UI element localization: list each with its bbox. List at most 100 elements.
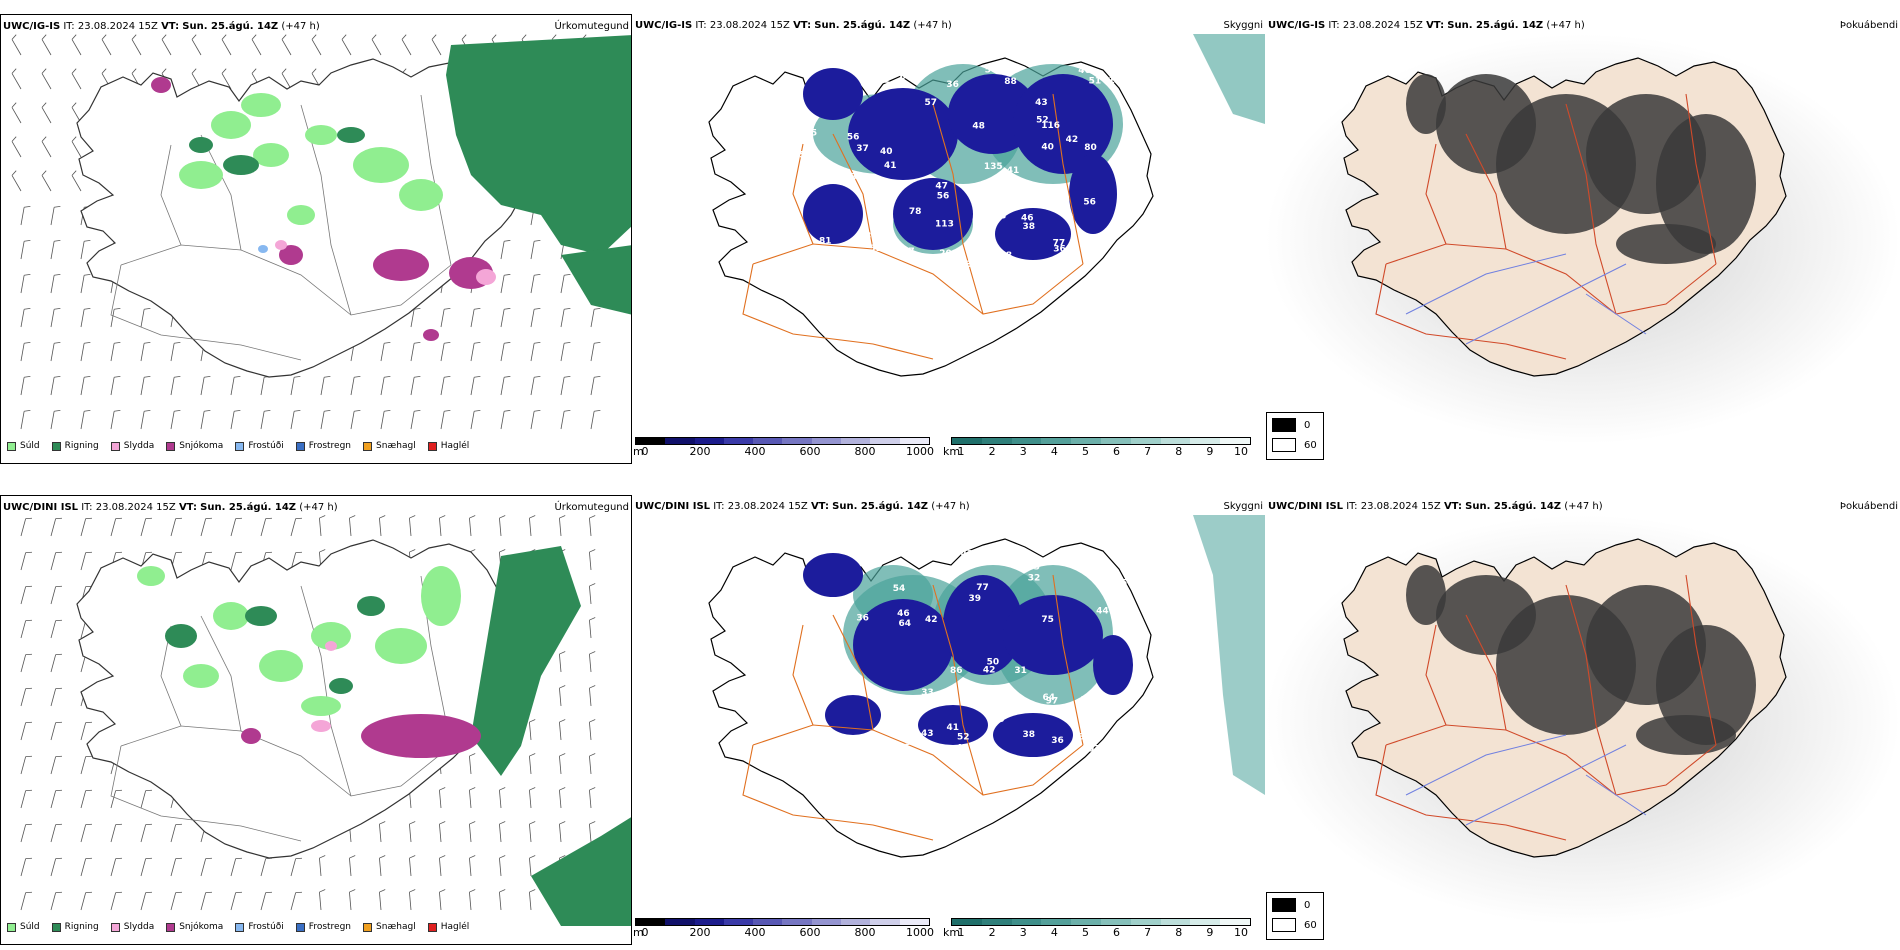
low-cloud-area — [803, 68, 863, 120]
low-cloud-area — [825, 695, 881, 735]
wind-barb — [20, 687, 32, 707]
road-line — [1685, 574, 1717, 746]
legend-label: Snjókoma — [179, 922, 224, 932]
colorbar-tick: 8 — [1175, 926, 1183, 939]
wind-barb — [380, 341, 391, 362]
colorbar-tick: 1 — [957, 445, 965, 458]
wind-barb — [230, 891, 242, 911]
panel-title: UWC/IG-IS IT: 23.08.2024 15Z VT: Sun. 25… — [635, 20, 952, 31]
wind-barb — [590, 409, 601, 430]
legend-swatch — [235, 441, 245, 451]
wind-barb — [140, 517, 152, 537]
cloud-base-label: 116 — [1041, 121, 1060, 131]
colorbar-segment — [952, 438, 982, 444]
colorbar-segment — [841, 919, 871, 925]
wind-barb — [319, 855, 326, 877]
low-cloud-area — [853, 599, 953, 691]
wind-barb — [41, 34, 52, 56]
road-line — [1465, 133, 1507, 250]
low-cloud-area — [993, 713, 1073, 757]
road-line — [1375, 744, 1567, 841]
wind-barb — [371, 34, 382, 56]
wind-barb — [200, 375, 211, 396]
wind-barb — [290, 409, 301, 430]
drizzle-area — [183, 664, 219, 688]
wind-barb — [290, 375, 301, 396]
cloud-base-label: 42 — [983, 665, 996, 675]
wind-barb — [320, 409, 331, 430]
legend-item: Snjókoma — [166, 922, 223, 932]
legend-label: Rigning — [64, 441, 99, 451]
wind-barb — [110, 341, 121, 362]
legend-swatch — [166, 922, 176, 932]
legend-label: Súld — [20, 922, 40, 932]
colorbar-tick: 0 — [641, 926, 649, 939]
cloud-base-label: 60 — [840, 746, 853, 756]
road-line — [110, 745, 302, 842]
wind-barb — [50, 307, 61, 328]
wind-barb — [140, 375, 151, 396]
legend-item: Rigning — [51, 441, 99, 451]
wind-barb — [349, 855, 356, 877]
wind-barb — [319, 889, 326, 911]
wind-barb — [410, 409, 421, 430]
sea-low-visibility — [1193, 34, 1265, 124]
colorbar-tick: 2 — [988, 926, 996, 939]
wind-barb — [559, 821, 566, 843]
wind-barb — [50, 891, 62, 911]
cloud-base-label: 37 — [856, 144, 869, 154]
road-line — [1375, 263, 1567, 360]
cloud-base-label: 52 — [1111, 65, 1124, 75]
cloud-base-label: 42 — [1066, 135, 1079, 145]
road-line — [300, 585, 352, 797]
cloud-base-label: 119 — [986, 186, 1005, 196]
wind-barb — [590, 341, 601, 362]
colorbar-segment — [811, 438, 842, 444]
drizzle-area — [213, 602, 249, 630]
cloud-base-label: 52 — [799, 151, 812, 161]
wind-barb — [559, 719, 566, 741]
cloud-base-label: 51 — [869, 244, 882, 254]
legend-swatch — [7, 922, 16, 932]
colorbar-unit: km — [943, 445, 961, 458]
colorbar-segment — [870, 438, 900, 444]
fog-legend-label: 0 — [1304, 899, 1311, 911]
cloud-base-label: 363 — [905, 738, 924, 748]
wind-barb — [200, 517, 212, 537]
wind-barb — [50, 687, 62, 707]
wind-barb — [110, 891, 122, 911]
wind-barb — [440, 307, 451, 328]
wind-barb — [230, 857, 242, 877]
wind-barb — [131, 34, 142, 56]
wind-barb — [439, 889, 446, 911]
colorbar-tick: 10 — [1234, 926, 1248, 939]
colorbar-segment — [1130, 438, 1161, 444]
snow-area — [361, 714, 481, 758]
colorbar-tick: 7 — [1144, 926, 1152, 939]
road-line — [932, 103, 984, 315]
wind-barb — [80, 891, 92, 911]
wind-barb — [20, 823, 32, 843]
colorbar-segments — [635, 918, 930, 926]
wind-barb — [50, 205, 61, 226]
colorbar-segment — [1100, 438, 1131, 444]
wind-barb — [140, 823, 152, 843]
fog-legend-row2: 0 60 — [1266, 892, 1324, 940]
wind-barb — [20, 205, 31, 226]
colorbar-segment — [952, 919, 982, 925]
wind-barb — [409, 821, 416, 843]
colorbar-segment — [1160, 919, 1191, 925]
wind-barb — [80, 857, 92, 877]
wind-barb — [560, 375, 571, 396]
river-line — [1585, 774, 1647, 816]
wind-barb — [20, 721, 32, 741]
drizzle-area — [253, 143, 289, 167]
colorbar-segment — [665, 919, 695, 925]
precip-panel-row1: UWC/IG-IS IT: 23.08.2024 15Z VT: Sun. 25… — [0, 14, 632, 464]
wind-barb — [559, 651, 566, 673]
colorbar-segment — [1071, 438, 1101, 444]
rain-area — [165, 624, 197, 648]
wind-barb — [20, 891, 32, 911]
wind-barb — [589, 583, 596, 605]
wind-barb — [380, 375, 391, 396]
